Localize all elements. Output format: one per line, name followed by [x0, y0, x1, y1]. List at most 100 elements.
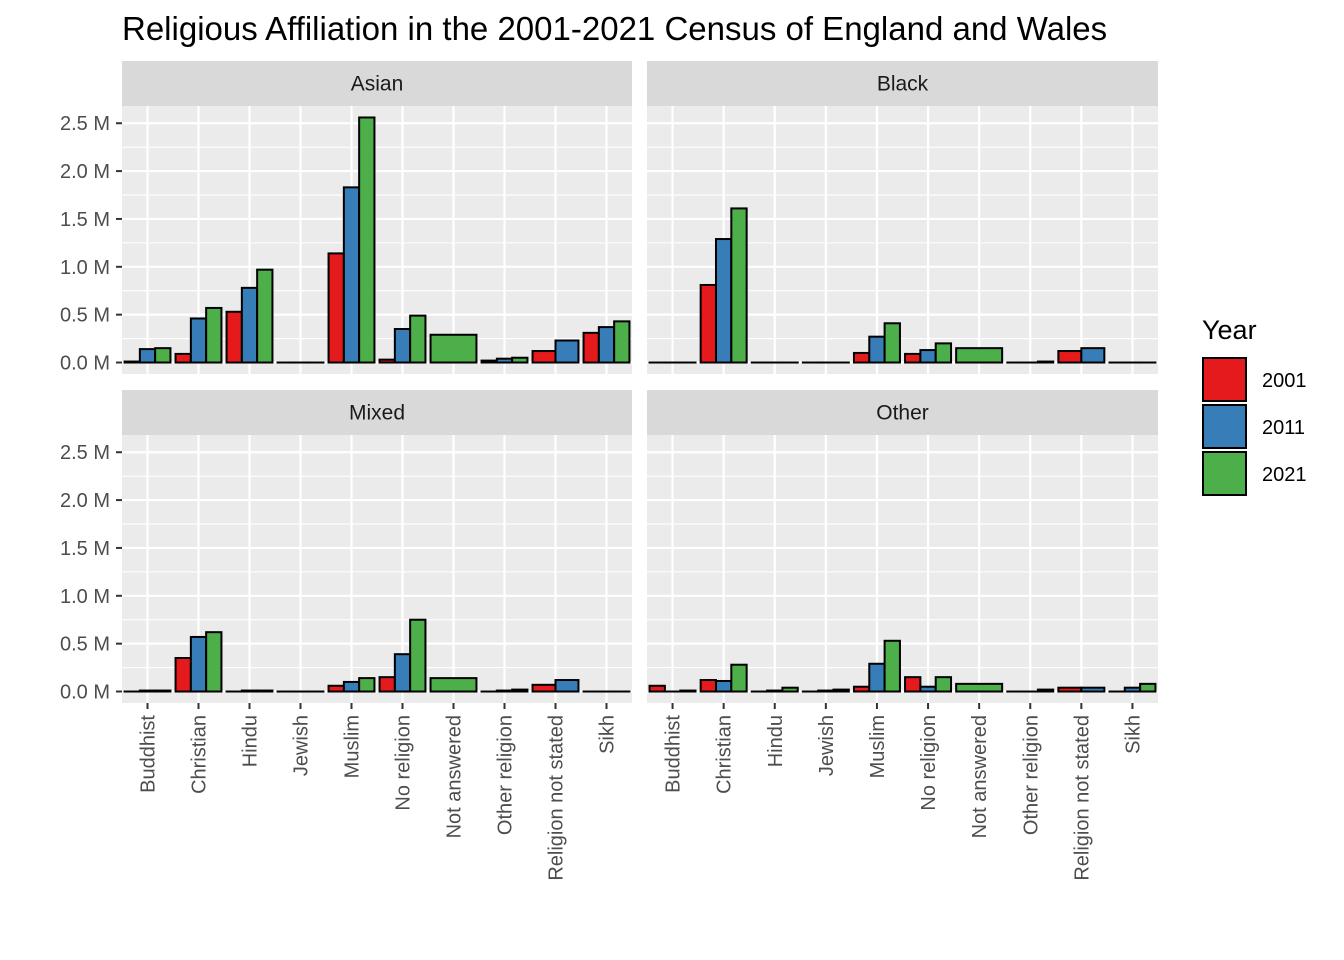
bar-not-answered-2021 [955, 682, 1004, 693]
bar-no-religion-2001 [904, 352, 922, 364]
x-tick-label: Jewish [816, 715, 838, 776]
bar-religion-not-stated-2011 [554, 679, 580, 693]
bar-buddhist-2021 [154, 689, 172, 693]
x-tick-label: Jewish [291, 715, 313, 776]
facet-strip [122, 390, 632, 435]
x-tick-label: No religion [918, 715, 940, 811]
bar-christian-2021 [730, 663, 748, 693]
y-axis: 0.0 M 0.5 M 1.0 M 1.5 M 2.0 M 2.5 M [60, 442, 122, 704]
y-tick-label: 2.5 M [60, 442, 110, 464]
bar-buddhist-2001 [123, 360, 141, 364]
gridlines [647, 435, 1158, 703]
bar-muslim-2011 [342, 680, 361, 693]
bar-muslim-2021 [358, 116, 376, 364]
bar-buddhist-2011 [138, 689, 157, 693]
bar-no-religion-2021 [934, 676, 953, 693]
bar-christian-2001 [174, 352, 192, 364]
bar-muslim-2011 [868, 662, 886, 693]
bar-hindu-2011 [240, 689, 259, 693]
bar-not-answered-2021 [429, 333, 478, 364]
bar-christian-2001 [699, 283, 717, 364]
bar-hindu-2021 [781, 686, 799, 693]
legend-key-2011 [1202, 404, 1247, 449]
bar-other-religion-2021 [511, 688, 529, 693]
bar-hindu-2011 [240, 286, 259, 364]
facet-strip-label: Black [877, 73, 929, 96]
x-tick-label: Muslim [867, 715, 889, 778]
panel-other: Other Buddhist Christian Hindu Jewish Muslim N… [647, 390, 1158, 881]
facet-strip-label: Mixed [349, 402, 405, 425]
bar-no-religion-2011 [393, 328, 412, 364]
bar-other-religion-2021 [511, 356, 529, 364]
plot-background [647, 435, 1158, 703]
x-tick-label: Religion not stated [1071, 715, 1093, 881]
bar-not-answered-2021 [429, 677, 478, 693]
facet-strip [647, 390, 1158, 435]
legend-key-2021 [1202, 451, 1247, 496]
bar-christian-2011 [714, 679, 733, 693]
x-tick-label: Sikh [597, 715, 619, 754]
bar-sikh-2001 [582, 331, 600, 364]
legend-key-2001 [1202, 357, 1247, 402]
bar-muslim-2011 [868, 335, 886, 364]
x-tick-label: Hindu [765, 715, 787, 767]
legend-label: 2021 [1262, 464, 1307, 486]
bar-no-religion-2011 [393, 653, 412, 693]
bar-other-religion-2021 [1036, 688, 1055, 693]
bar-muslim-2001 [852, 685, 871, 693]
bar-no-religion-2001 [378, 358, 396, 364]
bar-other-religion-2011 [495, 357, 514, 364]
bar-jewish-2011 [817, 689, 835, 693]
legend-label: 2001 [1262, 370, 1307, 392]
bar-hindu-2021 [256, 268, 274, 364]
y-tick-label: 1.0 M [60, 257, 110, 279]
bar-religion-not-stated-2011 [554, 339, 580, 364]
bar-hindu-2021 [256, 689, 274, 693]
bar-no-religion-2001 [904, 676, 922, 693]
bar-muslim-2021 [358, 677, 376, 693]
x-tick-label: Christian [189, 715, 211, 794]
y-tick-label: 2.0 M [60, 490, 110, 512]
bars [648, 639, 1157, 693]
bar-buddhist-2001 [648, 684, 666, 693]
bar-muslim-2001 [327, 684, 345, 693]
bar-sikh-2021 [1139, 682, 1157, 693]
facet-strip-label: Asian [351, 73, 404, 96]
bar-muslim-2001 [327, 252, 345, 364]
y-tick-label: 0.0 M [60, 353, 110, 375]
legend-title: Year [1202, 315, 1257, 345]
y-tick-label: 0.0 M [60, 682, 110, 704]
bar-christian-2001 [699, 679, 717, 693]
bars [123, 618, 631, 693]
x-tick-label: Other religion [1020, 715, 1042, 835]
bar-other-religion-2011 [495, 689, 514, 693]
bar-no-religion-2001 [378, 676, 396, 693]
panel-asian: Asian 0.0 M 0.5 M 1.0 M 1.5 M 2.0 M 2.5 M [60, 61, 632, 375]
y-axis: 0.0 M 0.5 M 1.0 M 1.5 M 2.0 M 2.5 M [60, 113, 122, 375]
bars [123, 116, 631, 364]
y-tick-label: 0.5 M [60, 305, 110, 327]
x-tick-label: Religion not stated [546, 715, 568, 881]
legend: Year 2001 2011 2021 [1202, 315, 1307, 496]
y-tick-label: 1.5 M [60, 538, 110, 560]
bar-religion-not-stated-2001 [1057, 350, 1083, 364]
x-axis: Buddhist Christian Hindu Jewish Muslim No rel… [138, 703, 619, 881]
bar-no-religion-2021 [409, 314, 427, 364]
bar-christian-2011 [714, 238, 733, 364]
bar-muslim-2021 [883, 322, 901, 364]
x-tick-label: Muslim [342, 715, 364, 778]
bar-buddhist-2021 [679, 689, 697, 693]
bar-hindu-2001 [225, 310, 243, 364]
bar-sikh-2011 [597, 326, 616, 364]
y-tick-label: 1.0 M [60, 586, 110, 608]
chart-title: Religious Affiliation in the 2001-2021 C… [122, 10, 1107, 47]
bar-christian-2021 [205, 631, 223, 693]
x-tick-label: Not answered [444, 715, 466, 838]
bar-not-answered-2021 [955, 347, 1004, 364]
bar-no-religion-2011 [919, 685, 937, 693]
x-tick-label: Christian [714, 715, 736, 794]
bar-sikh-2021 [613, 320, 631, 364]
bar-religion-not-stated-2001 [531, 683, 557, 693]
x-tick-label: Hindu [240, 715, 262, 767]
